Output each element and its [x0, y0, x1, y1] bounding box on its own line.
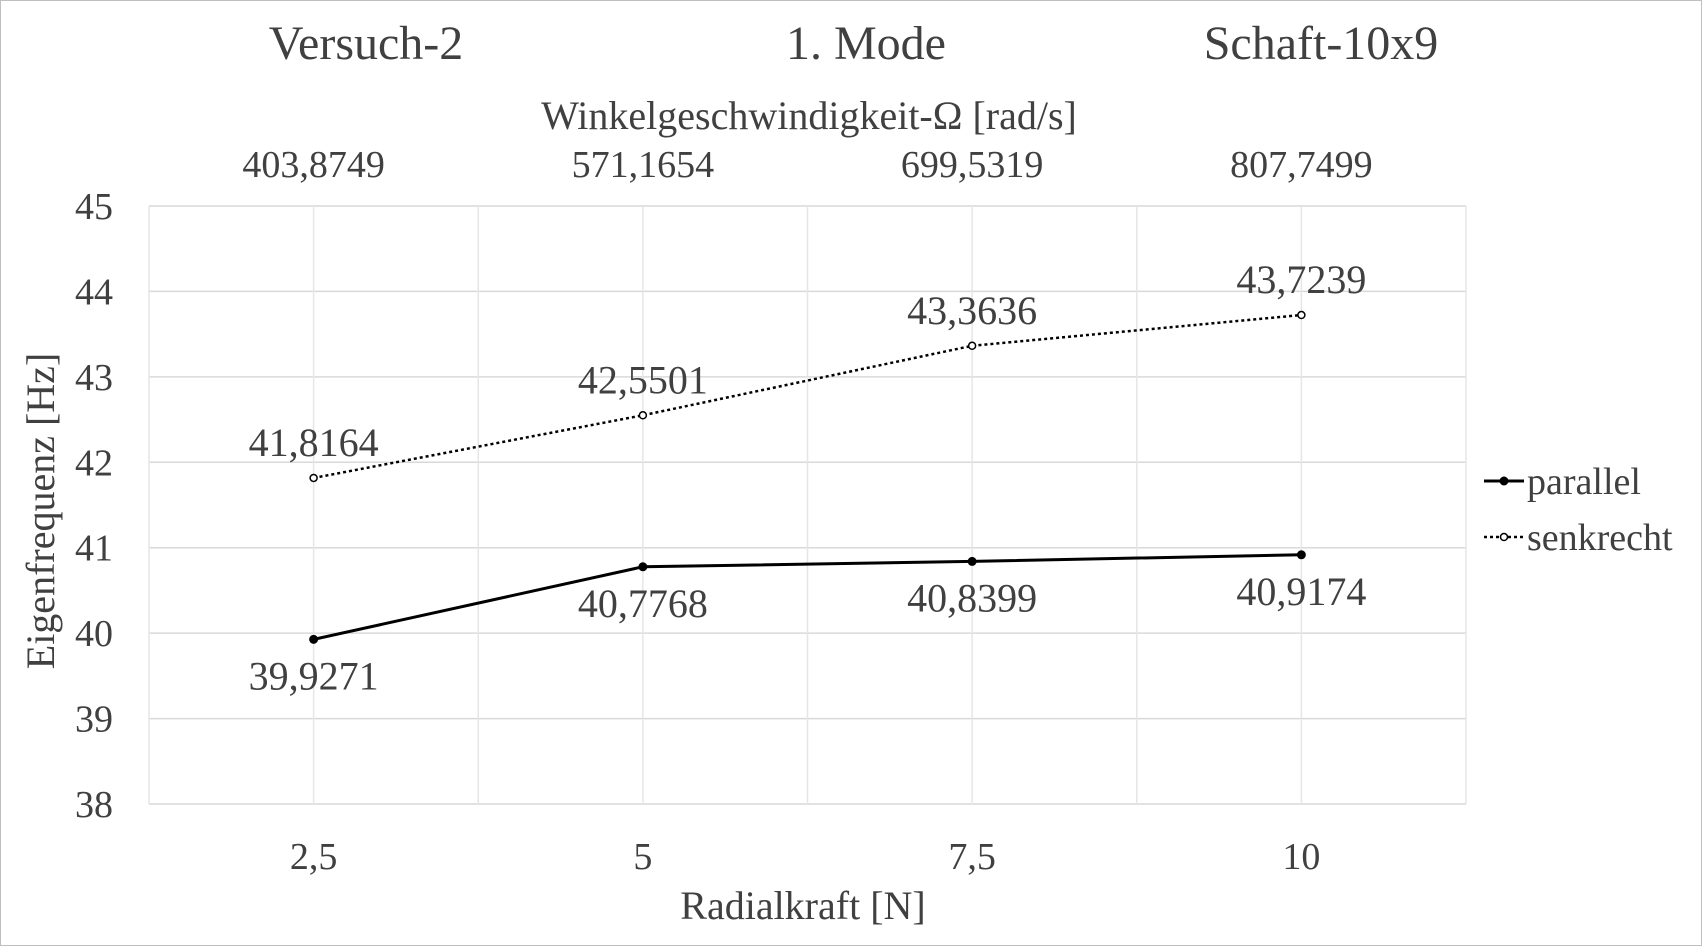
data-label-parallel: 40,7768	[578, 581, 708, 626]
legend-marker-parallel	[1499, 476, 1509, 486]
legend-label-senkrecht: senkrecht	[1527, 517, 1673, 559]
legend-marker-senkrecht	[1499, 532, 1509, 542]
data-point-parallel	[309, 634, 319, 644]
data-label-parallel: 40,8399	[907, 575, 1037, 620]
data-point-senkrecht	[967, 341, 977, 351]
x-tick-label: 10	[1282, 836, 1320, 878]
y-tick-label: 38	[75, 784, 113, 826]
y-tick-label: 43	[75, 357, 113, 399]
y-tick-label: 40	[75, 613, 113, 655]
secondary-tick-label: 571,1654	[572, 144, 715, 186]
data-point-parallel	[967, 556, 977, 566]
gridlines	[148, 205, 1467, 805]
y-axis-ticks: 38 39 40 41 42 43 44 45	[75, 186, 113, 826]
y-tick-label: 41	[75, 528, 113, 570]
data-label-parallel: 40,9174	[1236, 569, 1366, 614]
series-line-parallel	[313, 553, 1302, 641]
y-tick-label: 42	[75, 442, 113, 484]
x-tick-label: 2,5	[290, 836, 338, 878]
y-tick-label: 39	[75, 699, 113, 741]
secondary-axis-ticks: 403,8749 571,1654 699,5319 807,7499	[242, 144, 1372, 186]
header-center: 1. Mode	[786, 17, 946, 70]
secondary-tick-label: 403,8749	[242, 144, 385, 186]
x-axis-title: Radialkraft [N]	[680, 883, 925, 928]
data-label-parallel: 39,9271	[249, 653, 379, 698]
x-axis-ticks: 2,5 5 7,5 10	[290, 836, 1321, 878]
header-right: Schaft-10x9	[1204, 17, 1439, 70]
data-point-senkrecht	[309, 473, 318, 483]
chart-header: Versuch-2 1. Mode Schaft-10x9 Winkelgesc…	[269, 17, 1439, 138]
data-point-senkrecht	[638, 411, 648, 420]
x-tick-label: 7,5	[948, 836, 996, 878]
legend-label-parallel: parallel	[1527, 461, 1641, 503]
series-group: 39,9271 40,7768 40,8399 40,9174 41,8164 42,55…	[249, 257, 1367, 698]
legend: parallel senkrecht	[1484, 461, 1673, 559]
x-tick-label: 5	[633, 836, 652, 878]
header-left: Versuch-2	[269, 17, 464, 70]
y-tick-label: 45	[75, 186, 113, 228]
data-label-senkrecht: 42,5501	[578, 357, 708, 402]
secondary-tick-label: 807,7499	[1230, 144, 1373, 186]
y-axis-title: Eigenfrequenz [Hz]	[18, 353, 63, 669]
data-label-senkrecht: 43,7239	[1236, 257, 1366, 302]
data-point-parallel	[638, 562, 648, 572]
secondary-axis-title: Winkelgeschwindigkeit-Ω [rad/s]	[541, 93, 1077, 138]
y-tick-label: 44	[75, 271, 113, 313]
secondary-tick-label: 699,5319	[901, 144, 1044, 186]
data-label-senkrecht: 41,8164	[249, 420, 379, 465]
data-point-parallel	[1296, 550, 1306, 560]
data-point-senkrecht	[1297, 310, 1306, 320]
data-label-senkrecht: 43,3636	[907, 288, 1037, 333]
